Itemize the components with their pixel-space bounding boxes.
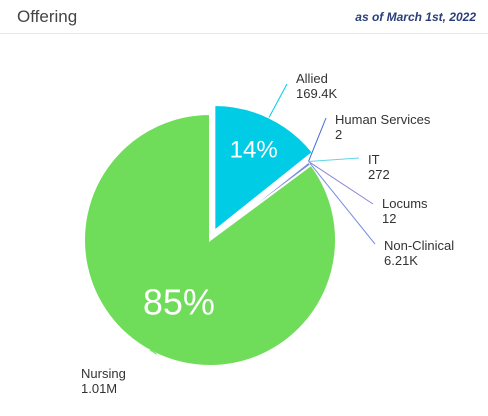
value-label-human-services: 2 xyxy=(335,127,342,142)
leader-line-allied xyxy=(268,83,288,118)
value-label-it: 272 xyxy=(368,167,390,182)
percent-label-nursing: 85% xyxy=(143,282,215,323)
chart-title: Offering xyxy=(17,7,78,26)
category-label-human-services: Human Services xyxy=(335,112,431,127)
category-label-locums: Locums xyxy=(382,196,428,211)
percent-label-allied: 14% xyxy=(230,137,278,164)
category-label-allied: Allied xyxy=(296,71,328,86)
leader-line-nursing xyxy=(149,349,158,355)
card-header: Offering as of March 1st, 2022 xyxy=(0,0,488,34)
value-label-non-clinical: 6.21K xyxy=(384,253,418,268)
as-of-date: as of March 1st, 2022 xyxy=(355,10,476,24)
category-label-it: IT xyxy=(368,152,380,167)
value-label-allied: 169.4K xyxy=(296,86,338,101)
value-label-locums: 12 xyxy=(382,211,396,226)
value-label-nursing: 1.01M xyxy=(81,381,117,396)
leader-line-it xyxy=(308,157,360,163)
pie-slice-allied[interactable] xyxy=(213,103,315,234)
category-label-nursing: Nursing xyxy=(81,366,126,381)
leader-line-non-clinical xyxy=(309,162,376,245)
category-label-non-clinical: Non-Clinical xyxy=(384,238,454,253)
leader-line-locums xyxy=(308,161,374,205)
leader-line-human-services xyxy=(308,117,327,162)
